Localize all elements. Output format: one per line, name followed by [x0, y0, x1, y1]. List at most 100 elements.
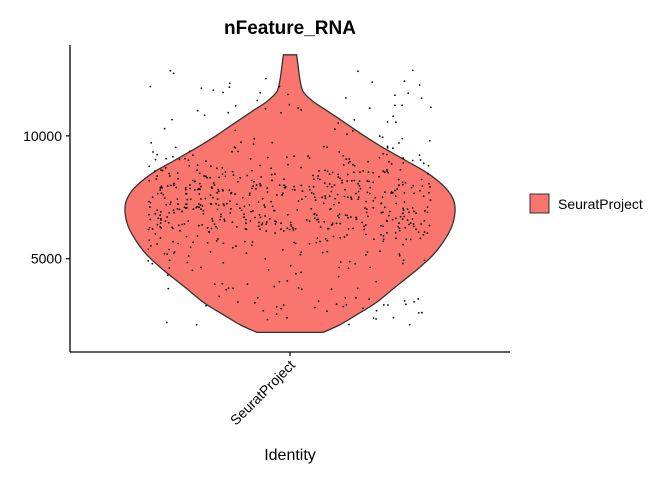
data-point [255, 187, 257, 190]
data-point [305, 219, 308, 221]
data-point [332, 235, 335, 238]
data-point [398, 142, 400, 144]
data-point [189, 187, 192, 190]
data-point [165, 203, 168, 206]
data-point [333, 184, 336, 187]
data-point [380, 202, 383, 205]
data-point [402, 209, 405, 211]
data-point [257, 201, 260, 204]
data-point [192, 154, 194, 157]
data-point [318, 170, 320, 172]
data-point [363, 225, 365, 228]
data-point [259, 92, 261, 94]
data-point [334, 128, 336, 131]
data-point [367, 171, 370, 174]
data-point [402, 243, 404, 246]
data-point [177, 177, 180, 180]
data-point [372, 171, 375, 174]
data-point [411, 218, 414, 220]
data-point [357, 70, 359, 73]
data-point [353, 118, 356, 121]
data-point [177, 203, 180, 206]
data-point [395, 202, 398, 205]
data-point [266, 187, 269, 190]
data-point [196, 169, 199, 172]
data-point [200, 266, 202, 269]
data-point [243, 240, 246, 243]
data-point [346, 196, 349, 199]
data-point [353, 164, 356, 167]
data-point [202, 212, 205, 215]
data-point [328, 195, 331, 198]
data-point [328, 183, 331, 185]
data-point [259, 182, 261, 185]
data-point [240, 209, 243, 212]
data-point [262, 309, 265, 312]
data-point [301, 190, 304, 193]
data-point [359, 171, 361, 174]
data-point [151, 228, 154, 230]
data-point [335, 222, 338, 225]
data-point [201, 205, 204, 208]
data-point [426, 232, 429, 235]
data-point [322, 202, 325, 205]
data-point [282, 304, 285, 306]
data-point [348, 323, 350, 326]
data-point [328, 173, 331, 176]
data-point [338, 201, 340, 204]
data-point [317, 221, 320, 223]
data-point [422, 195, 425, 198]
data-point [160, 169, 163, 171]
data-point [215, 203, 218, 205]
data-point [289, 264, 292, 267]
data-point [217, 188, 220, 191]
data-point [401, 104, 403, 107]
data-point [282, 230, 285, 232]
data-point [245, 218, 247, 221]
data-point [224, 171, 227, 174]
data-point [217, 204, 220, 207]
data-point [427, 172, 429, 175]
data-point [283, 184, 285, 187]
data-point [294, 227, 297, 230]
data-point [402, 162, 405, 164]
data-point [386, 146, 389, 149]
data-point [215, 225, 217, 228]
violin-shape [124, 54, 456, 334]
data-point [250, 179, 253, 182]
data-point [196, 235, 199, 237]
data-point [163, 252, 166, 255]
data-point [352, 163, 354, 166]
data-point [412, 184, 415, 187]
data-point [250, 244, 253, 247]
data-point [350, 196, 352, 199]
data-point [172, 240, 174, 243]
data-point [256, 296, 259, 299]
data-point [409, 238, 412, 241]
data-point [368, 180, 370, 183]
data-point [345, 158, 348, 161]
data-point [267, 268, 270, 271]
data-point [176, 208, 179, 210]
data-point [189, 198, 192, 201]
data-point [349, 160, 351, 163]
data-point [167, 221, 170, 224]
data-point [209, 176, 212, 179]
data-point [270, 200, 272, 203]
data-point [243, 213, 246, 216]
data-point [236, 203, 238, 206]
data-point [147, 228, 150, 231]
data-point [275, 313, 278, 316]
data-point [380, 224, 382, 227]
data-point [411, 207, 414, 209]
data-point [213, 283, 216, 286]
data-point [286, 227, 289, 230]
data-point [321, 251, 324, 254]
data-point [397, 178, 400, 181]
data-point [339, 177, 342, 180]
data-point [264, 206, 266, 208]
data-point [204, 197, 207, 200]
data-point [203, 175, 206, 177]
data-point [289, 221, 292, 224]
data-point [392, 115, 395, 118]
